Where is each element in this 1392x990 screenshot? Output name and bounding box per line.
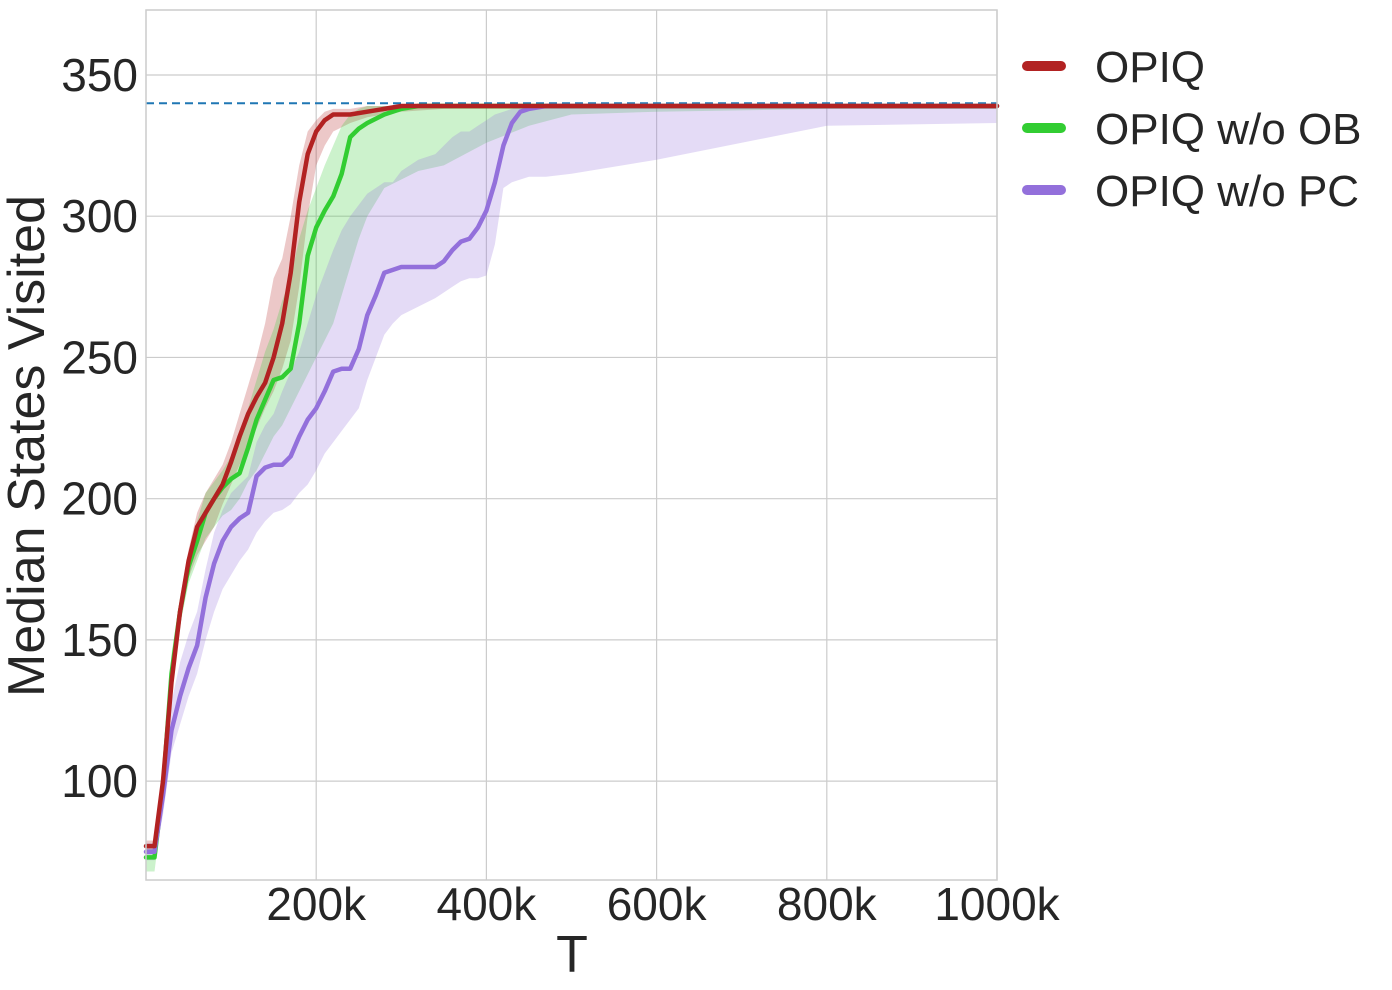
- x-axis-label: T: [556, 926, 588, 984]
- y-axis-label: Median States Visited: [0, 195, 56, 697]
- x-tick-label: 600k: [607, 878, 708, 930]
- band-opiq-w-o-pc: [146, 106, 997, 861]
- line-opiq: [143, 103, 1000, 849]
- y-tick-label: 300: [61, 190, 138, 242]
- y-tick-label: 250: [61, 331, 138, 383]
- confidence-bands: [146, 106, 997, 872]
- plot-frame: [145, 9, 998, 881]
- x-tick-label: 400k: [437, 878, 538, 930]
- x-tick-label: 800k: [777, 878, 878, 930]
- line-opiq-w-o-pc: [143, 103, 1000, 855]
- y-tick-labels: 100 150 200 250 300 350: [61, 49, 138, 807]
- legend-item-opiq-w-o-ob: OPIQ w/o OB: [1022, 105, 1362, 154]
- legend-label: OPIQ w/o OB: [1095, 105, 1362, 154]
- legend-item-opiq: OPIQ: [1022, 43, 1205, 92]
- x-tick-label: 1000k: [934, 878, 1060, 930]
- x-tick-label: 200k: [266, 878, 367, 930]
- y-tick-label: 150: [61, 614, 138, 666]
- y-tick-label: 200: [61, 473, 138, 525]
- series-lines: [143, 103, 1000, 860]
- y-tick-label: 350: [61, 49, 138, 101]
- legend: OPIQ OPIQ w/o OB OPIQ w/o PC: [1022, 43, 1362, 216]
- legend-label: OPIQ w/o PC: [1095, 167, 1359, 216]
- x-tick-labels: 200k 400k 600k 800k 1000k: [266, 878, 1060, 930]
- legend-label: OPIQ: [1095, 43, 1205, 92]
- legend-item-opiq-w-o-pc: OPIQ w/o PC: [1022, 167, 1359, 216]
- plot-border: [145, 9, 998, 881]
- y-tick-label: 100: [61, 755, 138, 807]
